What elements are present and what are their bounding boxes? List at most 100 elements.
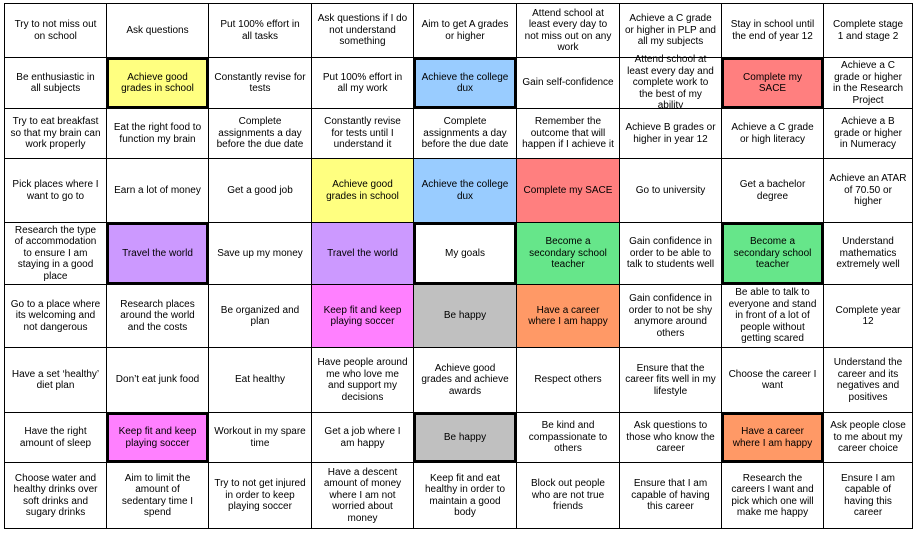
cell-text: Earn a lot of money [114,184,201,196]
cell-text: Keep fit and eat healthy in order to mai… [424,472,506,519]
cell-text: Achieve a C grade or higher in PLP and a… [625,13,716,48]
cell-text: Research the type of accommodation to en… [14,224,97,282]
cell-text: Constantly revise for tests until I unde… [324,116,401,151]
cell-text: Achieve good grades in school [121,71,194,95]
cell-text: Complete my SACE [743,71,802,95]
cell-text: Stay in school until the end of year 12 [730,19,815,42]
grid-cell: Travel the world [106,222,209,285]
grid-cell: Achieve the college dux [413,57,517,109]
cell-text: Have people around me who love me and su… [317,357,408,403]
grid-cell: Have a descent amount of money where I a… [311,462,414,529]
grid-cell: Become a secondary school teacher [516,222,620,285]
grid-cell: Understand mathematics extremely well [823,222,913,285]
grid-cell: Achieve a C grade or high literacy [721,108,824,159]
grid-cell: Travel the world [311,222,414,285]
cell-text: Eat the right food to function my brain [113,122,202,145]
cell-text: Achieve B grades or higher in year 12 [625,122,716,145]
grid-cell: Eat healthy [208,347,312,413]
cell-text: Complete year 12 [835,304,901,328]
grid-cell: Complete stage 1 and stage 2 [823,3,913,58]
grid-cell: My goals [413,222,517,285]
cell-text: Keep fit and keep playing soccer [118,426,197,449]
grid-cell: Ensure that I am capable of having this … [619,462,722,529]
grid-cell: Constantly revise for tests until I unde… [311,108,414,159]
grid-cell: Be enthusiastic in all subjects [4,57,107,109]
grid-cell: Achieve good grades in school [311,158,414,223]
grid-cell: Be happy [413,412,517,463]
cell-text: Complete my SACE [523,184,613,196]
grid-cell: Become a secondary school teacher [721,222,824,285]
cell-text: Achieve a B grade or higher in Numeracy [834,116,902,151]
cell-text: Be kind and compassionate to others [528,420,608,455]
cell-text: Be enthusiastic in all subjects [16,71,95,95]
grid-cell: Block out people who are not true friend… [516,462,620,529]
grid-cell: Keep fit and eat healthy in order to mai… [413,462,517,529]
grid-cell: Gain confidence in order to not be shy a… [619,284,722,348]
grid-cell: Constantly revise for tests [208,57,312,109]
grid-cell: Achieve good grades and achieve awards [413,347,517,413]
grid-cell: Have a career where I am happy [516,284,620,348]
cell-text: Have the right amount of sleep [19,426,92,449]
cell-text: Travel the world [122,247,193,259]
cell-text: Try to not miss out on school [14,19,97,42]
cell-text: Achieve the college dux [421,179,509,202]
cell-text: Ask questions [126,24,189,36]
cell-text: Have a career where I am happy [732,426,813,449]
cell-text: Get a good job [227,184,293,196]
grid-cell: Ask questions if I do not understand som… [311,3,414,58]
grid-cell: Have the right amount of sleep [4,412,107,463]
cell-text: Become a secondary school teacher [529,236,607,271]
grid-cell: Have people around me who love me and su… [311,347,414,413]
cell-text: Achieve a C grade or higher in the Resea… [832,60,904,106]
cell-text: Be happy [443,431,487,443]
cell-text: Complete assignments a day before the du… [421,116,509,151]
grid-cell: Save up my money [208,222,312,285]
cell-text: Try to not get injured in order to keep … [214,478,306,513]
cell-text: Pick places where I want to go to [12,179,99,202]
cell-text: Aim to limit the amount of sedentary tim… [121,472,194,519]
cell-text: Understand mathematics extremely well [836,236,900,271]
cell-text: Save up my money [217,247,303,259]
grid-cell: Gain confidence in order to be able to t… [619,222,722,285]
cell-text: Eat healthy [234,374,286,386]
grid-cell: Research the careers I want and pick whi… [721,462,824,529]
grid-cell: Achieve the college dux [413,158,517,223]
cell-text: Be happy [443,310,487,322]
grid-cell: Workout in my spare time [208,412,312,463]
grid-cell: Choose the career I want [721,347,824,413]
grid-cell: Ask questions to those who know the care… [619,412,722,463]
grid-cell: Complete assignments a day before the du… [413,108,517,159]
grid-cell: Keep fit and keep playing soccer [106,412,209,463]
grid-cell: Be organized and plan [208,284,312,348]
grid-cell: Understand the career and its negatives … [823,347,913,413]
cell-text: Travel the world [327,247,398,259]
cell-text: Attend school at least every day to not … [524,7,612,54]
grid-cell: Complete my SACE [721,57,824,109]
cell-text: Remember the outcome that will happen if… [522,116,614,151]
grid-cell: Achieve a C grade or higher in the Resea… [823,57,913,109]
grid-cell: Stay in school until the end of year 12 [721,3,824,58]
cell-text: Have a career where I am happy [528,304,608,328]
cell-text: Go to a place where its welcoming and no… [10,298,101,333]
grid-cell: Gain self-confidence [516,57,620,109]
cell-text: Achieve a C grade or high literacy [731,122,814,145]
cell-text: Ensure that the career fits well in my l… [625,362,716,397]
grid-cell: Put 100% effort in all my work [311,57,414,109]
cell-text: Achieve the college dux [421,71,509,95]
grid-cell: Ask people close to me about my career c… [823,412,913,463]
cell-text: Research the careers I want and pick whi… [731,472,814,519]
cell-text: Constantly revise for tests [214,71,306,95]
cell-text: Choose water and healthy drinks over sof… [13,472,98,519]
cell-text: Achieve good grades and achieve awards [421,362,509,397]
cell-text: Go to university [635,184,706,196]
cell-text: Ask questions if I do not understand som… [317,13,408,48]
cell-text: Gain confidence in order to not be shy a… [628,293,713,339]
cell-text: Ensure that I am capable of having this … [631,478,710,513]
grid-cell: Put 100% effort in all tasks [208,3,312,58]
grid-cell: Achieve B grades or higher in year 12 [619,108,722,159]
grid-cell: Have a set ‘healthy’ diet plan [4,347,107,413]
cell-text: Get a job where I am happy [324,426,401,449]
cell-text: Complete stage 1 and stage 2 [832,19,904,42]
grid-cell: Achieve good grades in school [106,57,209,109]
